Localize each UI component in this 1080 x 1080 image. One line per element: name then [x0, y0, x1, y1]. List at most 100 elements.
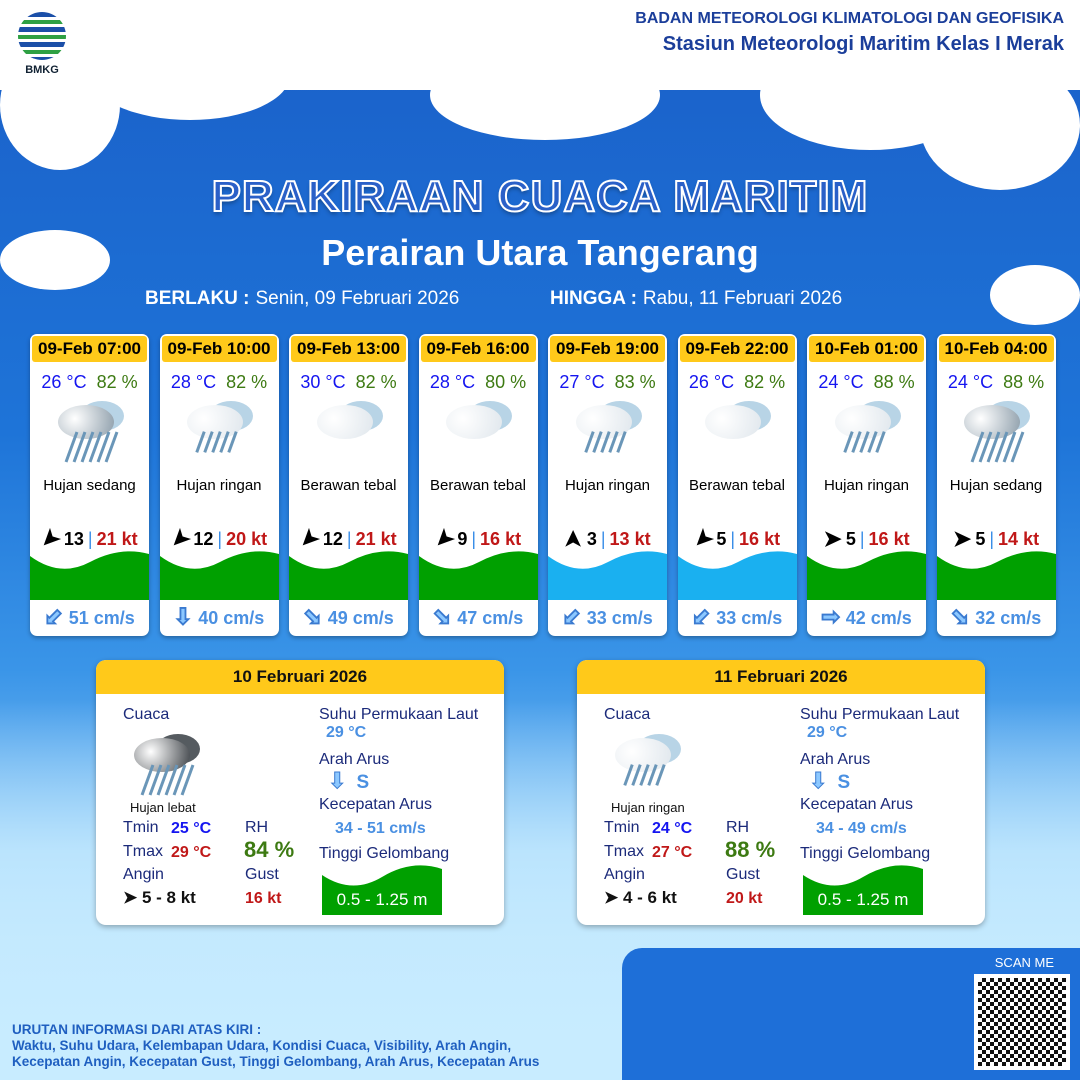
current-direction: ⬇ S — [327, 768, 370, 794]
page-subtitle: Perairan Utara Tangerang — [321, 232, 759, 273]
gust-speed: 20 kt — [226, 528, 268, 549]
current-speed: 49 cm/s — [327, 608, 394, 628]
moderate-rain-icon — [956, 397, 1036, 467]
forecast-card: 09-Feb 13:00 30 °C 82 % Berawan tebal ➤ 1… — [289, 334, 408, 636]
forecast-time: 09-Feb 19:00 — [550, 336, 665, 362]
forecast-card: 10-Feb 04:00 24 °C 88 % Hujan sedang ➤ 5 |… — [936, 334, 1056, 636]
tmin-label: Tmin — [604, 819, 640, 836]
wave-shape-icon — [289, 551, 408, 600]
humidity: 82 % — [226, 372, 268, 392]
wave-shape-icon — [30, 551, 149, 600]
tmin-value: 24 °C — [652, 820, 693, 837]
page-title: PRAKIRAAN CUACA MARITIM — [211, 171, 869, 222]
weather-condition: Berawan tebal — [430, 477, 526, 494]
valid-from: BERLAKU : Senin, 09 Februari 2026 — [145, 288, 459, 310]
forecast-time: 10-Feb 01:00 — [809, 336, 924, 362]
qr-code[interactable] — [974, 974, 1070, 1070]
current-speed-value: 34 - 49 cm/s — [816, 820, 907, 837]
forecast-card: 09-Feb 16:00 28 °C 80 % Berawan tebal ➤ 9… — [418, 334, 538, 636]
footer-line: Waktu, Suhu Udara, Kelembapan Udara, Kon… — [12, 1038, 512, 1053]
valid-from-date: Senin, 09 Februari 2026 — [255, 288, 460, 309]
wave-shape-icon — [418, 551, 538, 600]
forecast-time: 10-Feb 04:00 — [938, 336, 1054, 362]
forecast-time: 09-Feb 07:00 — [32, 336, 147, 362]
weather-condition: Hujan sedang — [43, 477, 136, 494]
current-arrow-right-icon: ➡ — [821, 604, 840, 630]
weather-condition: Hujan ringan — [611, 800, 685, 815]
sst-value: 29 °C — [807, 724, 848, 741]
current-arrow-down-icon: ⬇ — [173, 604, 193, 630]
current-speed-value: 34 - 51 cm/s — [335, 820, 426, 837]
light-rain-icon — [827, 397, 907, 467]
current-speed-label: Kecepatan Arus — [319, 796, 432, 813]
air-temp: 30 °C — [300, 372, 346, 392]
rh-value: 88 % — [725, 837, 776, 862]
valid-to-date: Rabu, 11 Februari 2026 — [642, 288, 843, 309]
current-direction: ⬇ S — [808, 768, 851, 794]
air-temp: 24 °C — [818, 372, 864, 392]
humidity: 82 % — [355, 372, 397, 392]
humidity: 80 % — [485, 372, 527, 392]
wind-direction-icon: ➤ — [123, 888, 142, 907]
wave-shape-icon — [807, 551, 926, 600]
wave-height: 0.5 - 1.25 m — [807, 548, 926, 600]
tmax-value: 29 °C — [171, 844, 212, 861]
humidity: 88 % — [873, 372, 915, 392]
footer-heading: URUTAN INFORMASI DARI ATAS KIRI : — [12, 1022, 262, 1037]
tmin-label: Tmin — [123, 819, 159, 836]
cloud — [430, 50, 660, 140]
air-temp: 26 °C — [41, 372, 87, 392]
current-direction-value: S — [356, 772, 370, 793]
wave-height-value: 0.5 - 1.25 m — [336, 890, 428, 909]
humidity: 83 % — [614, 372, 656, 392]
wave-shape-icon — [322, 865, 442, 915]
air-temp: 27 °C — [559, 372, 605, 392]
divider: | — [87, 528, 93, 549]
wave-shape-icon — [159, 551, 279, 600]
cloud — [0, 230, 110, 290]
weather-condition: Hujan sedang — [949, 477, 1043, 494]
gust-speed: 14 kt — [998, 528, 1040, 549]
current-speed: 51 cm/s — [68, 608, 135, 628]
valid-from-label: BERLAKU : — [145, 288, 250, 309]
current-speed: 47 cm/s — [457, 608, 524, 628]
wave-shape-icon — [548, 551, 667, 600]
moderate-rain-icon — [50, 397, 130, 467]
wave-shape-icon — [936, 551, 1056, 600]
divider: | — [989, 528, 995, 549]
station-name: Stasiun Meteorologi Maritim Kelas I Mera… — [662, 33, 1064, 55]
wind-speed: 9 — [457, 528, 468, 549]
weather-condition: Hujan lebat — [130, 800, 196, 815]
forecast-card: 10-Feb 01:00 24 °C 88 % Hujan ringan ➤ 5 |… — [807, 334, 926, 636]
air-temp: 26 °C — [688, 372, 735, 392]
gust-value: 16 kt — [245, 890, 282, 907]
summary-date: 11 Februari 2026 — [577, 660, 985, 694]
tmax-label: Tmax — [604, 843, 644, 860]
forecast-card: 09-Feb 22:00 26 °C 82 % Berawan tebal ➤ 5… — [677, 334, 797, 636]
scan-label: SCAN ME — [994, 955, 1054, 970]
air-temp: 28 °C — [429, 372, 476, 392]
light-rain-icon — [568, 397, 648, 467]
divider: | — [346, 528, 352, 549]
light-rain-icon — [607, 730, 687, 800]
current-direction-value: S — [837, 772, 851, 793]
current-dir-label: Arah Arus — [800, 751, 871, 768]
weather-condition: Berawan tebal — [689, 477, 785, 494]
daily-summary-card: 11 Februari 2026 Cuaca Hujan ringan Tmin… — [577, 660, 985, 925]
tmax-value: 27 °C — [652, 844, 693, 861]
weather-condition: Hujan ringan — [823, 477, 910, 494]
wave-height: 0.5 - 1.25 m — [936, 548, 1056, 600]
wind-direction-icon: ➤ — [952, 526, 972, 551]
current-speed: 42 cm/s — [845, 608, 912, 628]
sst-label: Suhu Permukaan Laut — [800, 706, 960, 723]
wave-height: 0.5 - 1.25 m — [803, 865, 923, 915]
daily-summary-card: 10 Februari 2026 Cuaca Hujan lebat Tmin 2… — [96, 660, 504, 925]
wind-speed: 12 — [322, 528, 343, 549]
divider: | — [730, 528, 736, 549]
wind-speed: 13 — [63, 528, 84, 549]
humidity: 82 % — [744, 372, 786, 392]
wind-direction-icon: ➤ — [604, 888, 623, 907]
wind-range-value: 4 - 6 kt — [622, 888, 677, 907]
wind-speed: 5 — [716, 528, 727, 549]
rh-label: RH — [245, 819, 269, 836]
